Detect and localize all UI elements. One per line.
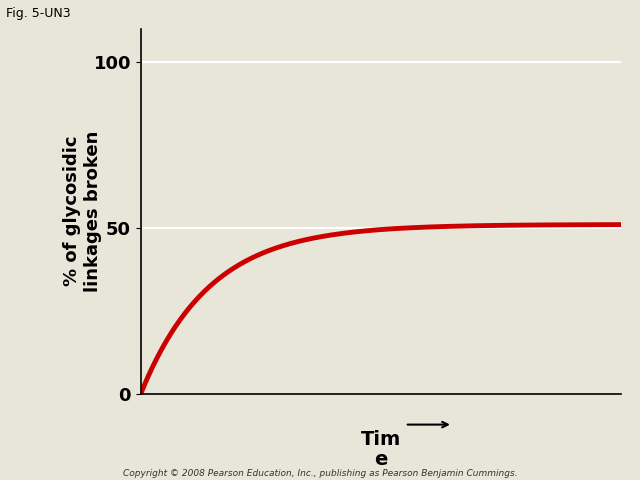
Text: e: e	[374, 450, 387, 469]
Text: Tim: Tim	[361, 430, 401, 449]
Text: Fig. 5-UN3: Fig. 5-UN3	[6, 7, 71, 20]
Y-axis label: % of glycosidic
linkages broken: % of glycosidic linkages broken	[63, 131, 102, 292]
Text: Copyright © 2008 Pearson Education, Inc., publishing as Pearson Benjamin Cumming: Copyright © 2008 Pearson Education, Inc.…	[123, 468, 517, 478]
